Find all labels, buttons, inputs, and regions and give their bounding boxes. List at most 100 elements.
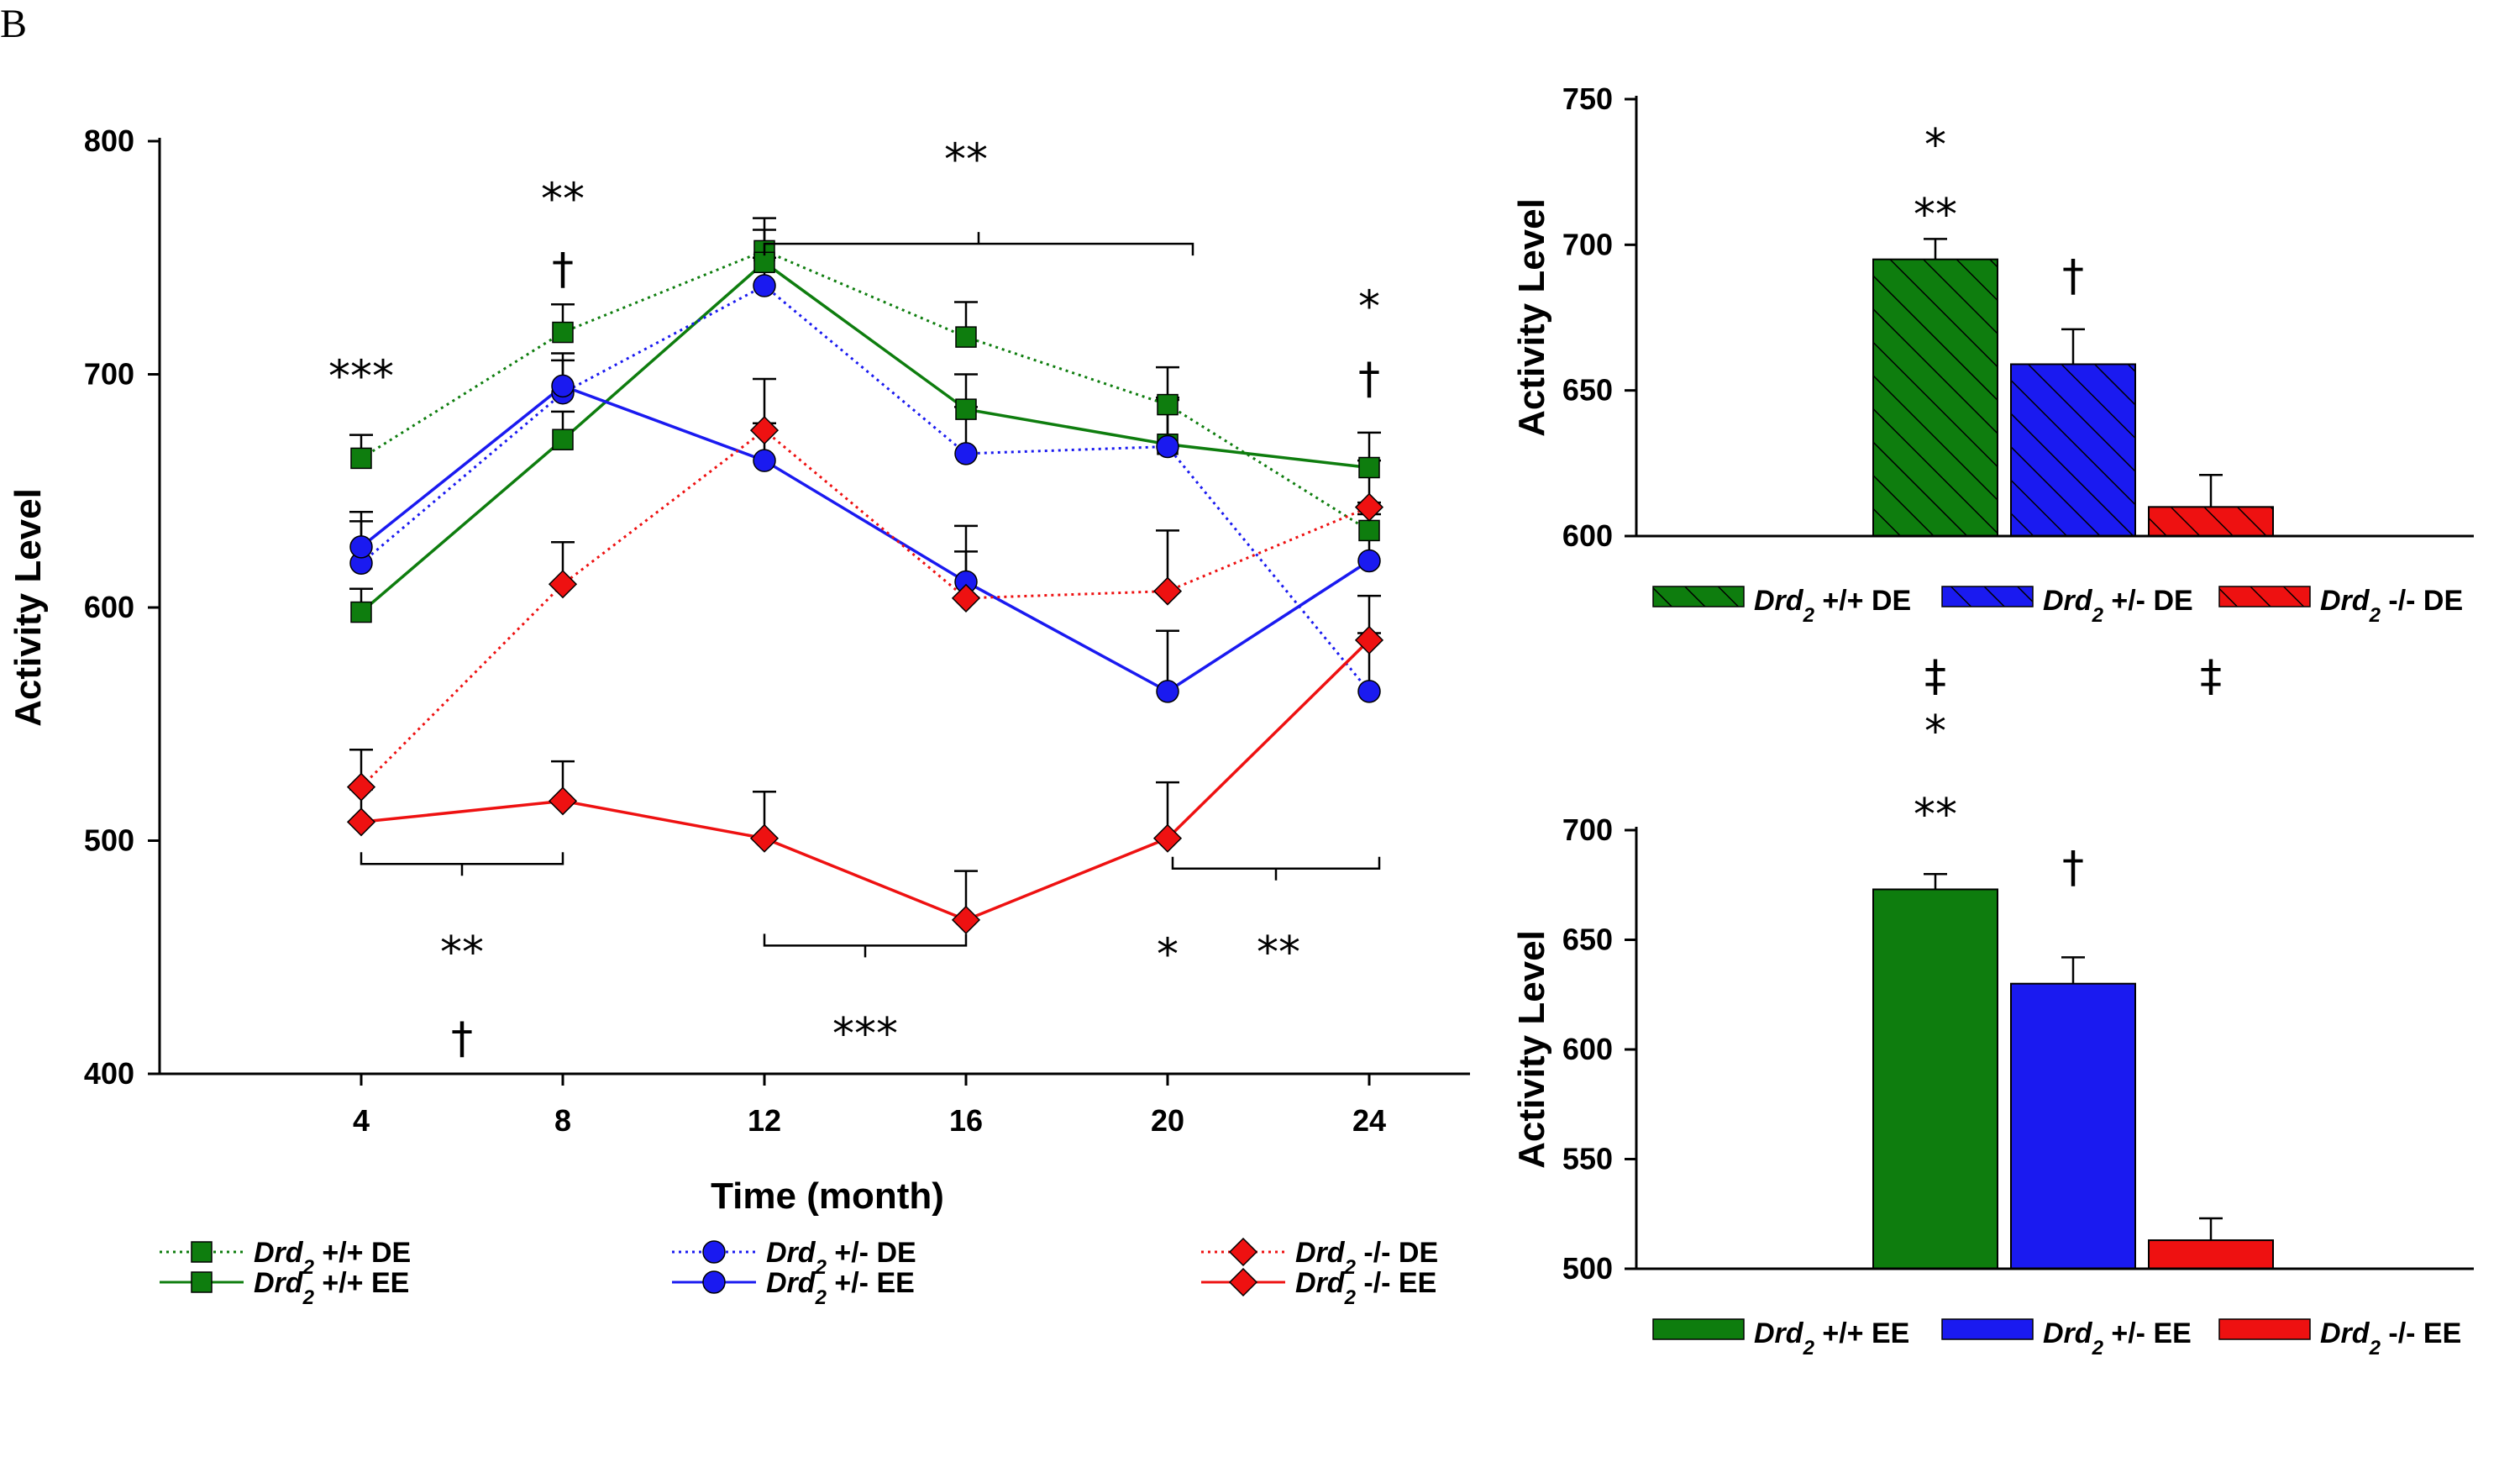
line-chart: 400 500 600 700 800 4 8 12 16 20 24 Time (month) Act… <box>8 124 1470 1309</box>
bar <box>1872 888 1998 1270</box>
significance-mark: * <box>1157 930 1179 981</box>
data-point <box>349 535 373 559</box>
significance-mark: ** <box>541 175 585 225</box>
legend-label: Drd2 +/- DE <box>766 1237 916 1279</box>
legend-marker <box>1228 1267 1258 1297</box>
data-point <box>1358 456 1380 479</box>
panel-label: B <box>0 2 27 46</box>
data-point <box>1156 680 1179 703</box>
legend-label: Drd2 +/+ DE <box>1754 585 1911 627</box>
data-point <box>1357 549 1381 573</box>
y-axis-title: Activity Level <box>1511 198 1552 437</box>
y-tick-label: 700 <box>1562 227 1613 261</box>
bar <box>2148 506 2274 537</box>
legend-marker <box>702 1240 726 1264</box>
significance-mark: * <box>1924 707 1946 757</box>
significance-bracket <box>763 232 1194 256</box>
legend-label: Drd2 +/+ DE <box>254 1237 411 1279</box>
data-point <box>1358 519 1380 542</box>
significance-mark: ** <box>1257 928 1300 978</box>
legend-swatch <box>1652 1318 1745 1340</box>
x-tick-label: 12 <box>748 1103 781 1138</box>
legend-swatch <box>1941 586 2034 607</box>
significance-mark: † <box>552 245 574 295</box>
y-tick-label: 600 <box>1562 1032 1613 1066</box>
data-point <box>1357 680 1381 703</box>
legend-marker <box>191 1241 213 1263</box>
data-point <box>753 274 776 297</box>
x-tick-label: 20 <box>1151 1103 1184 1138</box>
y-tick-label: 550 <box>1562 1142 1613 1176</box>
significance-bracket <box>763 933 968 958</box>
data-point <box>551 374 575 398</box>
data-point <box>552 321 574 344</box>
data-point <box>749 416 780 445</box>
series-line <box>360 249 1370 532</box>
data-point <box>1157 393 1179 416</box>
significance-mark: † <box>451 1014 473 1065</box>
significance-mark: † <box>1358 354 1380 404</box>
data-point <box>346 772 376 802</box>
data-point <box>548 570 578 599</box>
data-point <box>346 807 376 837</box>
legend-swatch <box>2218 1318 2311 1340</box>
data-point <box>1156 434 1179 459</box>
significance-mark: * <box>1924 120 1946 171</box>
legend-label: Drd2 -/- DE <box>1295 1237 1438 1279</box>
y-tick-label: 500 <box>1562 1251 1613 1286</box>
y-tick-label: 800 <box>84 124 134 158</box>
series-line <box>360 284 1371 692</box>
data-point <box>350 601 372 623</box>
data-point <box>1354 492 1384 522</box>
x-axis-title: Time (month) <box>711 1175 944 1217</box>
legend-marker <box>702 1270 726 1294</box>
y-tick-label: 700 <box>1562 813 1613 847</box>
significance-bracket <box>360 852 564 876</box>
data-point <box>753 449 776 472</box>
bar <box>1872 258 1998 537</box>
significance-mark: † <box>2062 251 2084 302</box>
data-point <box>548 786 578 816</box>
legend-label: Drd2 +/- DE <box>2043 585 2193 627</box>
legend-label: Drd2 +/- EE <box>766 1267 915 1309</box>
data-point <box>552 429 574 450</box>
significance-mark: ‡ <box>1924 651 1946 702</box>
y-axis-title: Activity Level <box>1511 930 1552 1169</box>
data-point <box>951 583 981 613</box>
significance-mark: ‡ <box>2200 651 2222 702</box>
significance-mark: ** <box>944 134 988 185</box>
bar <box>2148 1239 2274 1270</box>
series-line <box>360 639 1371 922</box>
data-point <box>1152 576 1183 606</box>
significance-mark: *** <box>832 1009 898 1060</box>
y-tick-label: 650 <box>1562 373 1613 408</box>
legend-swatch <box>1941 1318 2034 1340</box>
bar <box>2010 363 2136 538</box>
series-line <box>360 260 1370 613</box>
y-tick-label: 650 <box>1562 923 1613 957</box>
y-tick-label: 400 <box>84 1056 134 1091</box>
legend-label: Drd2 -/- EE <box>2320 1317 2461 1359</box>
x-tick-label: 16 <box>949 1103 983 1138</box>
data-point <box>955 398 977 420</box>
data-point <box>350 447 372 470</box>
data-point <box>951 905 981 934</box>
y-tick-label: 750 <box>1562 82 1613 116</box>
bar <box>2010 982 2136 1270</box>
data-point <box>954 442 978 465</box>
x-tick-label: 8 <box>554 1103 571 1138</box>
y-tick-label: 500 <box>84 823 134 858</box>
legend-label: Drd2 +/+ EE <box>254 1267 409 1309</box>
data-point <box>749 823 780 853</box>
significance-mark: ** <box>1914 190 1957 240</box>
y-axis-title: Activity Level <box>8 488 49 727</box>
legend-label: Drd2 +/- EE <box>2043 1317 2192 1359</box>
legend-label: Drd2 -/- DE <box>2320 585 2463 627</box>
legend-swatch <box>1652 586 1745 607</box>
legend-swatch <box>2218 586 2311 607</box>
series-line <box>360 384 1370 693</box>
data-point <box>753 251 775 274</box>
